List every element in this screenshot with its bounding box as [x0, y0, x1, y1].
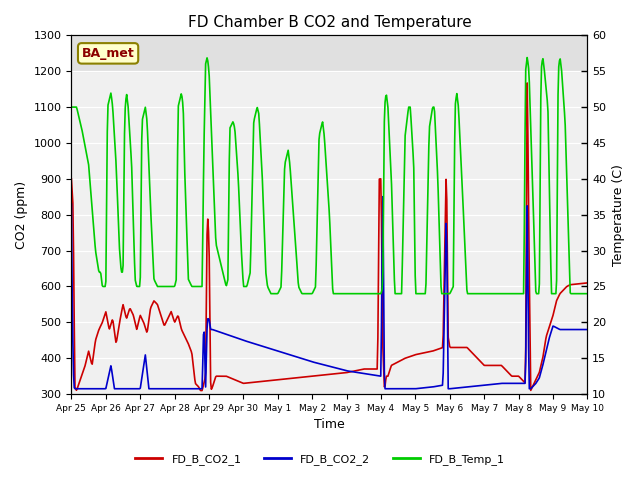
FD_B_CO2_1	[182, 336, 190, 342]
FD_B_CO2_2	[211, 327, 218, 333]
FD_B_CO2_2	[131, 386, 138, 392]
FD_B_CO2_2	[408, 386, 416, 392]
FD_B_CO2_1	[211, 379, 218, 384]
FD_B_CO2_1	[408, 353, 415, 359]
FD_B_CO2_2	[71, 386, 79, 392]
Text: BA_met: BA_met	[82, 47, 134, 60]
FD_B_Temp_1	[68, 104, 76, 110]
FD_B_Temp_1	[210, 181, 218, 187]
FD_B_Temp_1	[182, 214, 190, 220]
FD_B_Temp_1	[524, 55, 531, 60]
FD_B_Temp_1	[268, 291, 275, 297]
FD_B_CO2_1	[68, 176, 76, 182]
FD_B_CO2_1	[196, 388, 204, 394]
FD_B_CO2_2	[183, 386, 191, 392]
FD_B_Temp_1	[584, 291, 591, 297]
FD_B_CO2_1	[584, 280, 591, 286]
FD_B_CO2_1	[524, 80, 531, 86]
FD_B_CO2_2	[584, 327, 591, 333]
FD_B_CO2_1	[393, 360, 401, 366]
Legend: FD_B_CO2_1, FD_B_CO2_2, FD_B_Temp_1: FD_B_CO2_1, FD_B_CO2_2, FD_B_Temp_1	[131, 450, 509, 469]
Line: FD_B_CO2_1: FD_B_CO2_1	[72, 83, 588, 391]
FD_B_CO2_2	[77, 386, 85, 392]
FD_B_Temp_1	[130, 236, 138, 242]
FD_B_Temp_1	[393, 291, 401, 297]
FD_B_Temp_1	[77, 121, 84, 127]
FD_B_CO2_2	[379, 194, 387, 200]
FD_B_CO2_1	[130, 314, 138, 320]
Y-axis label: Temperature (C): Temperature (C)	[612, 164, 625, 265]
Line: FD_B_Temp_1: FD_B_Temp_1	[72, 58, 588, 294]
Line: FD_B_CO2_2: FD_B_CO2_2	[72, 197, 588, 389]
FD_B_CO2_2	[394, 386, 401, 392]
X-axis label: Time: Time	[314, 419, 345, 432]
Bar	[72, 36, 588, 71]
Y-axis label: CO2 (ppm): CO2 (ppm)	[15, 180, 28, 249]
FD_B_CO2_1	[77, 375, 84, 381]
Title: FD Chamber B CO2 and Temperature: FD Chamber B CO2 and Temperature	[188, 15, 471, 30]
FD_B_CO2_2	[68, 201, 76, 207]
FD_B_Temp_1	[408, 126, 415, 132]
